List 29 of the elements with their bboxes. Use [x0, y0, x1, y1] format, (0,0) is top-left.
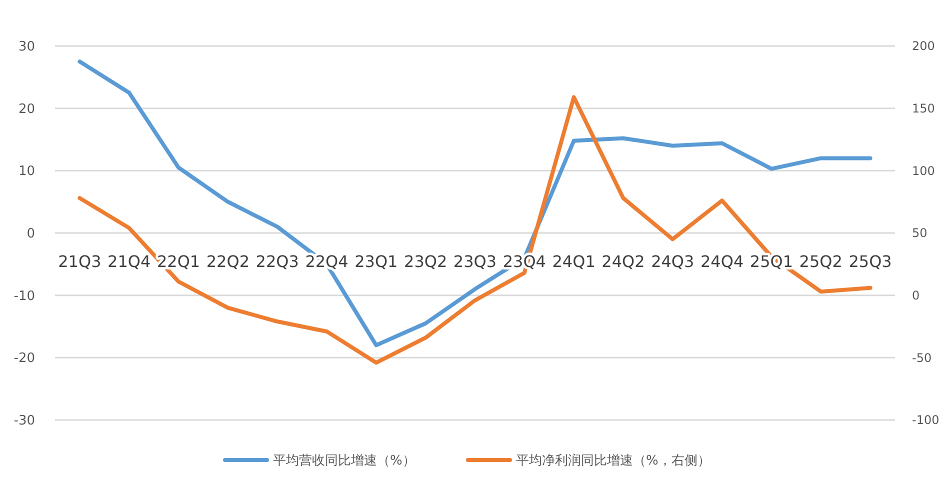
- y-tick-label: 20: [18, 102, 35, 117]
- x-tick-label: 21Q3: [58, 252, 102, 271]
- y-tick-label: -10: [14, 288, 35, 304]
- y-tick-label: -20: [14, 351, 35, 366]
- y-tick-label: 0: [26, 226, 35, 242]
- x-tick-label: 23Q1: [354, 252, 398, 271]
- y2-tick-label: 100: [912, 164, 935, 178]
- x-tick-label: 24Q3: [651, 252, 694, 271]
- y2-tick-label: -100: [912, 413, 940, 428]
- y2-tick-label: 0: [912, 288, 920, 303]
- x-tick-label: 25Q2: [799, 252, 842, 271]
- y2-tick-label: 200: [912, 39, 935, 54]
- x-tick-label: 24Q2: [602, 252, 645, 271]
- x-tick-label: 23Q3: [453, 252, 497, 271]
- y2-tick-label: 50: [912, 226, 928, 240]
- y-tick-label: -30: [14, 414, 35, 429]
- x-tick-label: 23Q2: [404, 252, 448, 271]
- x-tick-label: 24Q1: [552, 252, 596, 271]
- y-tick-label: 30: [18, 40, 35, 55]
- x-tick-label: 22Q2: [206, 252, 250, 271]
- y2-tick-label: -50: [912, 350, 932, 365]
- x-tick-label: 25Q3: [848, 252, 892, 271]
- y2-tick-label: 150: [912, 102, 935, 116]
- legend-label: 平均营收同比增速（%）: [273, 454, 416, 469]
- x-tick-label: 24Q4: [700, 252, 744, 271]
- x-tick-label: 22Q3: [256, 252, 299, 271]
- legend-label: 平均净利润同比增速（%，右侧）: [516, 454, 710, 469]
- y-tick-label: 10: [18, 164, 35, 180]
- x-tick-label: 21Q4: [108, 252, 151, 271]
